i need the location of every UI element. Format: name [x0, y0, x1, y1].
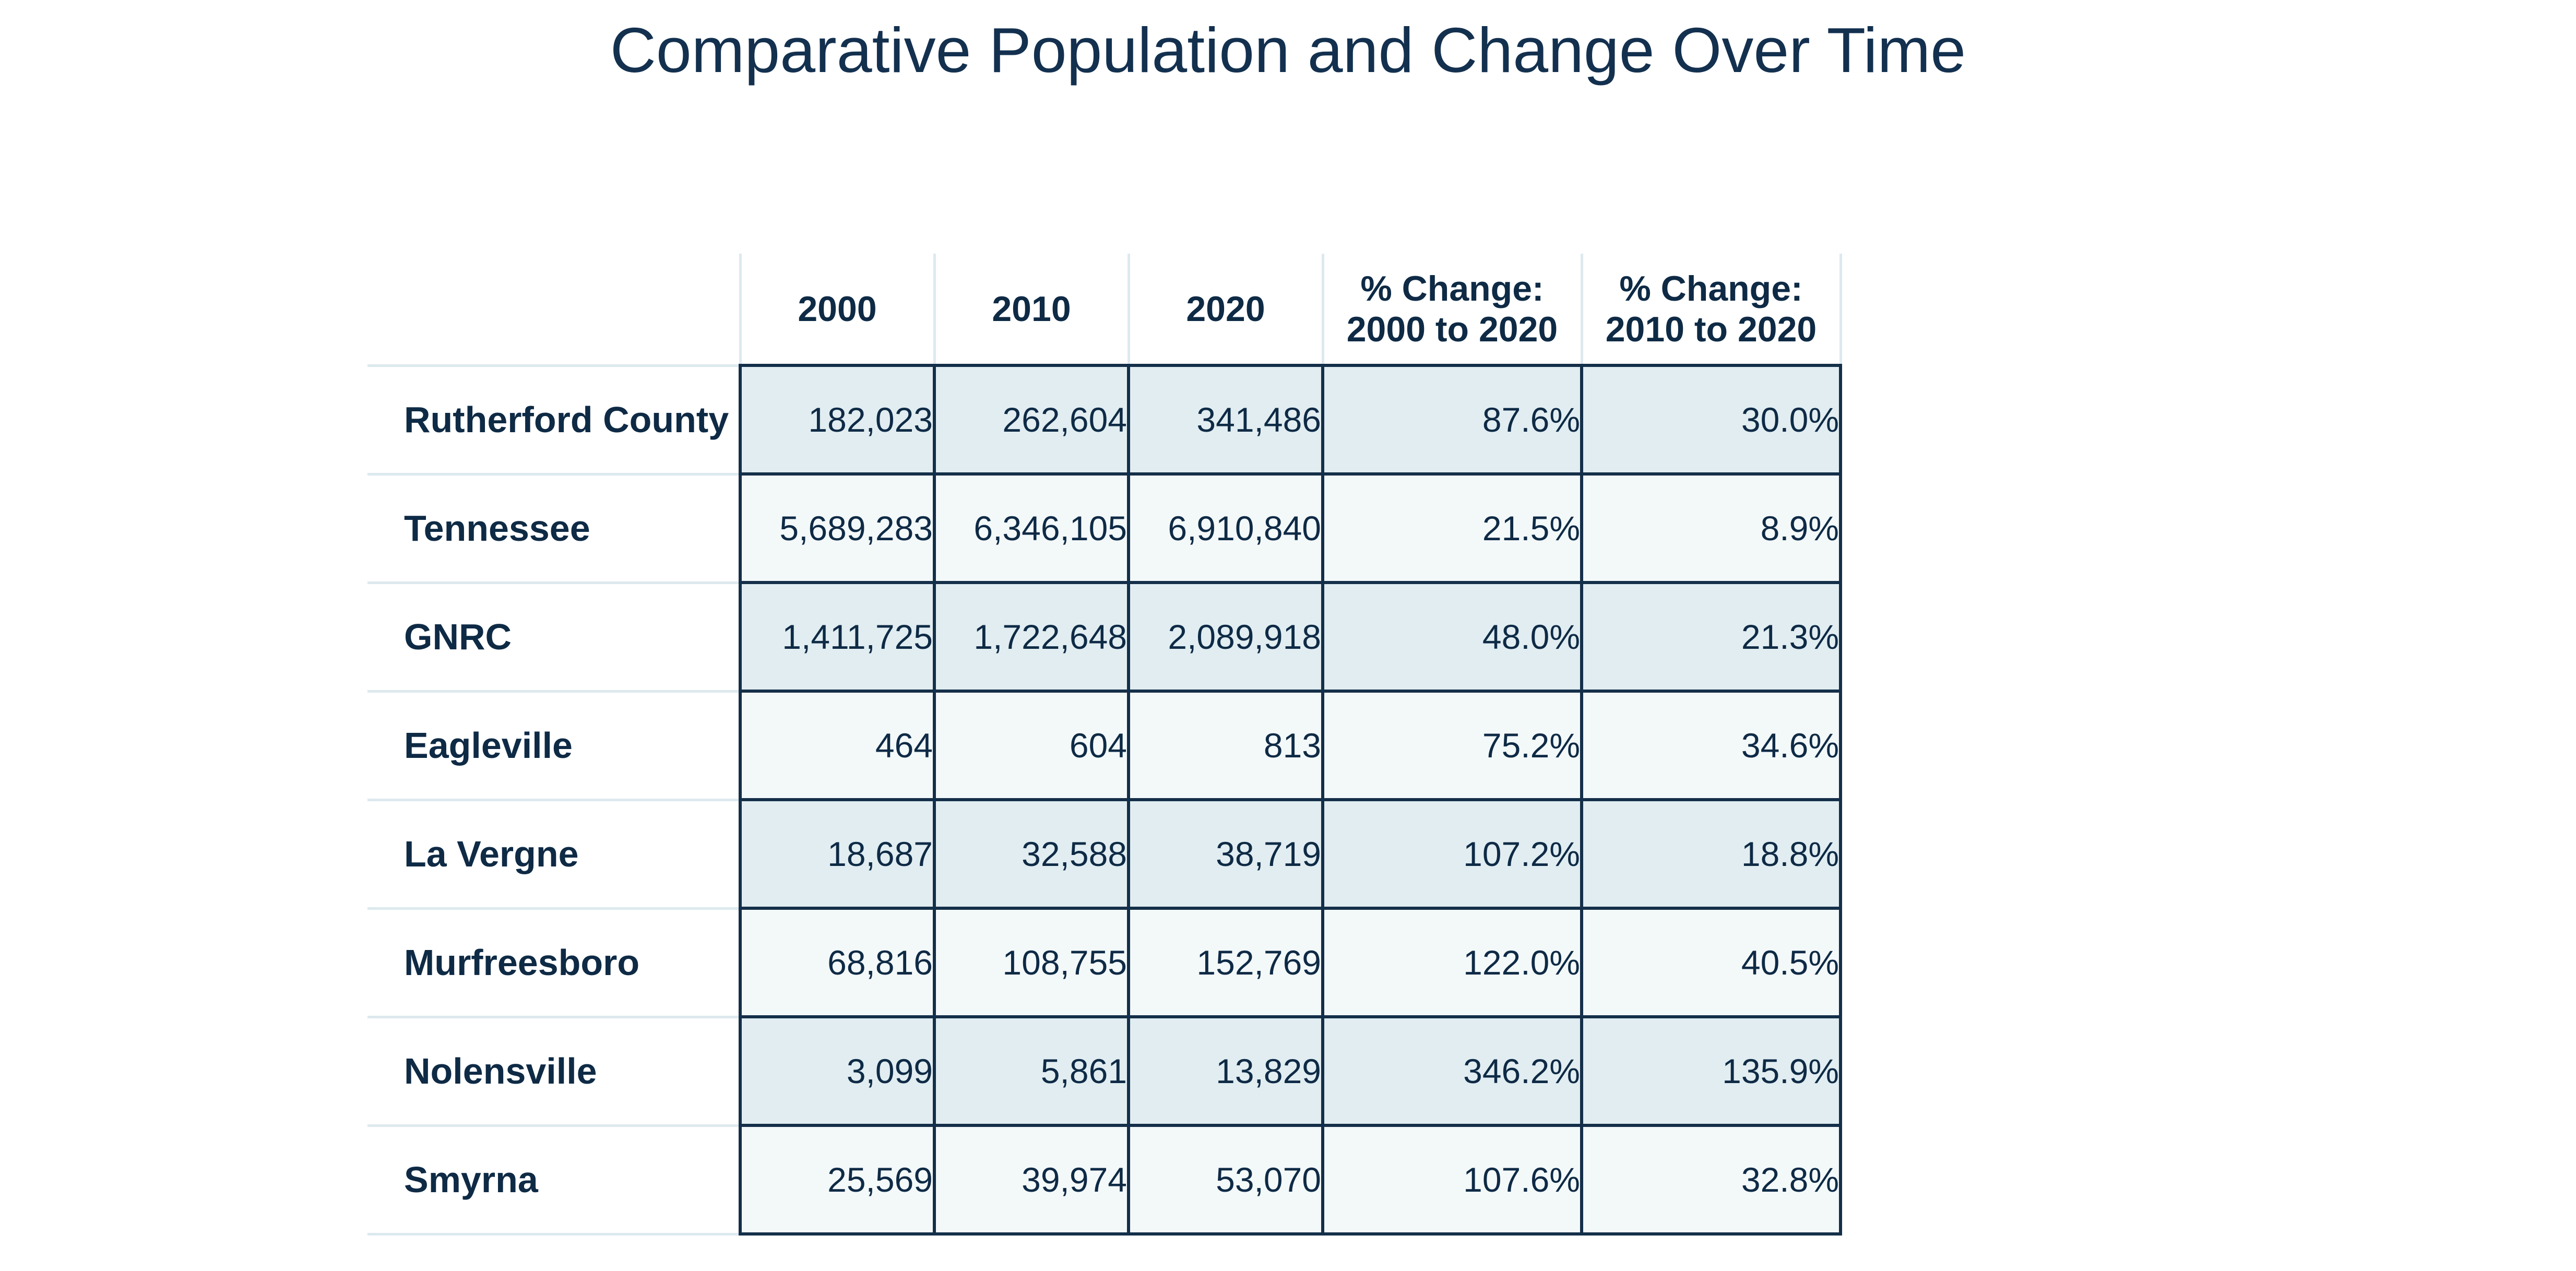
table-cell: 5,689,283 [739, 472, 936, 584]
table-cell: 6,910,840 [1127, 472, 1324, 584]
table-cell: 25,569 [739, 1124, 936, 1236]
row-label: Smyrna [367, 1124, 740, 1236]
table-cell: 75.2% [1321, 690, 1583, 801]
header-row: 2000 2010 2020 % Change: 2000 to 2020 % … [367, 254, 1842, 365]
table-cell: 107.6% [1321, 1124, 1583, 1236]
table-cell: 108,755 [933, 907, 1130, 1018]
table-cell: 8.9% [1580, 472, 1842, 584]
table-cell: 604 [933, 690, 1130, 801]
table-cell: 1,722,648 [933, 581, 1130, 693]
table-cell: 34.6% [1580, 690, 1842, 801]
table-cell: 152,769 [1127, 907, 1324, 1018]
table-cell: 2,089,918 [1127, 581, 1324, 693]
column-header-2020: 2020 [1127, 254, 1324, 365]
row-label: La Vergne [367, 798, 740, 910]
row-label: Tennessee [367, 472, 740, 584]
table-cell: 262,604 [933, 364, 1130, 476]
row-label: Murfreesboro [367, 907, 740, 1018]
table-cell: 341,486 [1127, 364, 1324, 476]
table-cell: 6,346,105 [933, 472, 1130, 584]
table-cell: 32.8% [1580, 1124, 1842, 1236]
page-title: Comparative Population and Change Over T… [610, 15, 1966, 86]
row-label: Eagleville [367, 690, 740, 801]
table-cell: 18,687 [739, 798, 936, 910]
table-cell: 135.9% [1580, 1015, 1842, 1127]
table-cell: 3,099 [739, 1015, 936, 1127]
column-header-2000: 2000 [739, 254, 936, 365]
population-table: 2000 2010 2020 % Change: 2000 to 2020 % … [367, 254, 1842, 1236]
table-row: La Vergne 18,687 32,588 38,719 107.2% 18… [367, 798, 1842, 910]
table-cell: 40.5% [1580, 907, 1842, 1018]
table-cell: 68,816 [739, 907, 936, 1018]
table-cell: 13,829 [1127, 1015, 1324, 1127]
row-label: GNRC [367, 581, 740, 693]
table-cell: 32,588 [933, 798, 1130, 910]
header-corner [367, 254, 740, 365]
column-header-change-2010-2020: % Change: 2010 to 2020 [1580, 254, 1842, 365]
table-cell: 182,023 [739, 364, 936, 476]
table-cell: 39,974 [933, 1124, 1130, 1236]
table-cell: 53,070 [1127, 1124, 1324, 1236]
table-row: GNRC 1,411,725 1,722,648 2,089,918 48.0%… [367, 581, 1842, 693]
row-label: Nolensville [367, 1015, 740, 1127]
table-cell: 38,719 [1127, 798, 1324, 910]
table-cell: 107.2% [1321, 798, 1583, 910]
table-cell: 21.5% [1321, 472, 1583, 584]
table-cell: 21.3% [1580, 581, 1842, 693]
table-cell: 30.0% [1580, 364, 1842, 476]
table-cell: 122.0% [1321, 907, 1583, 1018]
table-row: Eagleville 464 604 813 75.2% 34.6% [367, 690, 1842, 801]
table-row: Tennessee 5,689,283 6,346,105 6,910,840 … [367, 472, 1842, 584]
table-cell: 48.0% [1321, 581, 1583, 693]
table-cell: 464 [739, 690, 936, 801]
table-cell: 1,411,725 [739, 581, 936, 693]
table-cell: 5,861 [933, 1015, 1130, 1127]
row-label: Rutherford County [367, 364, 740, 476]
table-cell: 87.6% [1321, 364, 1583, 476]
table-cell: 813 [1127, 690, 1324, 801]
table-row: Smyrna 25,569 39,974 53,070 107.6% 32.8% [367, 1124, 1842, 1236]
column-header-change-2000-2020: % Change: 2000 to 2020 [1321, 254, 1583, 365]
table-cell: 346.2% [1321, 1015, 1583, 1127]
table-row: Rutherford County 182,023 262,604 341,48… [367, 364, 1842, 476]
column-header-2010: 2010 [933, 254, 1130, 365]
table-row: Nolensville 3,099 5,861 13,829 346.2% 13… [367, 1015, 1842, 1127]
table-cell: 18.8% [1580, 798, 1842, 910]
table-row: Murfreesboro 68,816 108,755 152,769 122.… [367, 907, 1842, 1018]
